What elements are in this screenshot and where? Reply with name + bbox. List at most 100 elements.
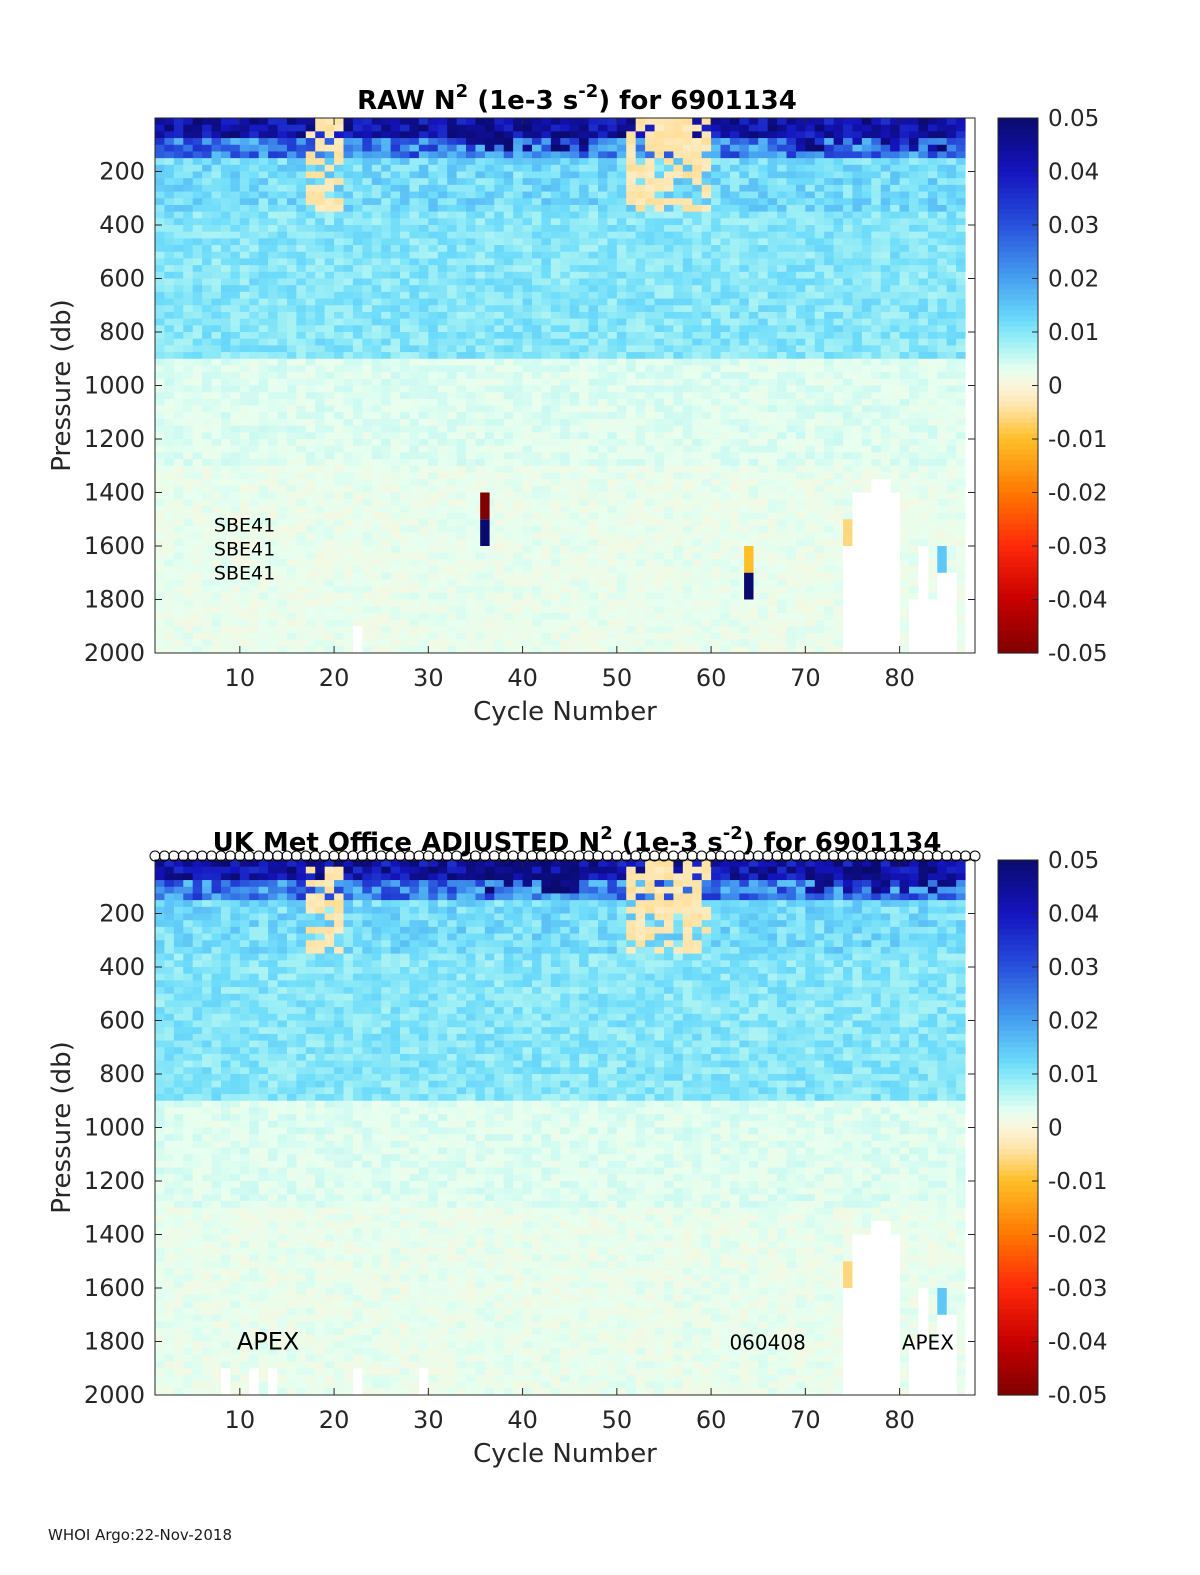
heatmap-cell xyxy=(701,271,712,279)
heatmap-cell xyxy=(183,184,194,193)
heatmap-cell xyxy=(400,338,410,346)
heatmap-cell xyxy=(164,445,175,453)
heatmap-cell xyxy=(720,291,731,300)
heatmap-cell xyxy=(654,439,665,447)
heatmap-cell xyxy=(720,459,731,467)
heatmap-cell xyxy=(597,505,608,514)
heatmap-cell xyxy=(579,158,590,166)
heatmap-cell xyxy=(560,405,571,413)
heatmap-cell xyxy=(164,345,175,353)
heatmap-cell xyxy=(494,144,505,152)
heatmap-cell xyxy=(249,211,260,219)
heatmap-cell xyxy=(475,318,486,326)
heatmap-cell xyxy=(532,512,542,520)
heatmap-cell xyxy=(220,171,231,179)
heatmap-cell xyxy=(277,271,288,279)
heatmap-cell xyxy=(484,345,495,353)
heatmap-cell xyxy=(249,479,260,487)
heatmap-cell xyxy=(739,231,750,239)
heatmap-cell xyxy=(456,445,467,453)
heatmap-cell xyxy=(220,204,231,213)
heatmap-cell xyxy=(400,225,410,233)
heatmap-cell xyxy=(532,432,542,440)
heatmap-cell xyxy=(220,385,231,393)
heatmap-cell xyxy=(258,171,269,179)
heatmap-cell xyxy=(645,231,656,239)
heatmap-cell xyxy=(437,178,448,186)
heatmap-cell xyxy=(597,271,608,279)
heatmap-cell xyxy=(296,472,307,480)
heatmap-cell xyxy=(635,499,646,507)
heatmap-cell xyxy=(277,191,288,199)
heatmap-cell xyxy=(268,378,279,386)
heatmap-cell xyxy=(673,599,684,607)
heatmap-cell xyxy=(183,298,194,306)
heatmap-cell xyxy=(466,338,476,346)
heatmap-cell xyxy=(569,412,580,420)
heatmap-cell xyxy=(418,138,429,146)
heatmap-cell xyxy=(456,138,467,146)
heatmap-cell xyxy=(390,586,401,594)
heatmap-cell xyxy=(522,184,533,193)
heatmap-cell xyxy=(343,385,354,393)
heatmap-cell xyxy=(155,606,165,614)
heatmap-cell xyxy=(635,459,646,467)
heatmap-cell xyxy=(550,118,561,126)
heatmap-cell xyxy=(475,479,486,487)
heatmap-cell xyxy=(155,225,165,233)
heatmap-cell xyxy=(305,345,316,353)
heatmap-cell xyxy=(597,606,608,614)
heatmap-cell xyxy=(447,131,458,139)
heatmap-cell xyxy=(343,318,354,326)
heatmap-cell xyxy=(645,512,656,520)
heatmap-cell xyxy=(701,432,712,440)
heatmap-cell xyxy=(230,445,241,453)
heatmap-cell xyxy=(579,612,590,621)
heatmap-cell xyxy=(211,559,222,567)
heatmap-cell xyxy=(296,626,307,634)
heatmap-cell xyxy=(428,646,439,654)
heatmap-cell xyxy=(447,178,458,186)
heatmap-cell xyxy=(371,385,382,393)
heatmap-cell xyxy=(626,599,637,607)
heatmap-cell xyxy=(390,579,401,587)
heatmap-cell xyxy=(249,499,260,507)
heatmap-cell xyxy=(362,492,373,500)
heatmap-cell xyxy=(211,525,222,534)
heatmap-cell xyxy=(597,118,608,126)
heatmap-cell xyxy=(645,358,656,366)
heatmap-cell xyxy=(220,505,231,514)
heatmap-cell xyxy=(409,211,420,219)
heatmap-cell xyxy=(239,432,250,440)
heatmap-cell xyxy=(682,626,693,634)
heatmap-cell xyxy=(183,291,194,300)
heatmap-cell xyxy=(645,131,656,139)
heatmap-cell xyxy=(305,646,316,654)
heatmap-cell xyxy=(579,619,590,627)
heatmap-cell xyxy=(626,525,637,534)
heatmap-cell xyxy=(513,298,524,306)
heatmap-cell xyxy=(202,425,213,433)
heatmap-cell xyxy=(673,345,684,353)
heatmap-cell xyxy=(720,378,731,386)
heatmap-cell xyxy=(334,211,345,219)
heatmap-cell xyxy=(381,211,392,219)
heatmap-cell xyxy=(626,546,637,554)
heatmap-cell xyxy=(569,278,580,286)
heatmap-cell xyxy=(211,432,222,440)
heatmap-cell xyxy=(277,485,288,493)
heatmap-cell xyxy=(484,392,495,400)
heatmap-cell xyxy=(305,392,316,400)
heatmap-cell xyxy=(352,445,363,453)
heatmap-cell xyxy=(682,566,693,574)
heatmap-cell xyxy=(192,566,203,574)
heatmap-cell xyxy=(597,566,608,574)
heatmap-cell xyxy=(286,191,297,199)
heatmap-cell xyxy=(305,559,316,567)
heatmap-cell xyxy=(155,218,165,226)
heatmap-cell xyxy=(588,646,599,654)
heatmap-cell xyxy=(381,378,392,386)
heatmap-cell xyxy=(230,245,241,253)
heatmap-cell xyxy=(155,632,165,641)
heatmap-cell xyxy=(456,479,467,487)
